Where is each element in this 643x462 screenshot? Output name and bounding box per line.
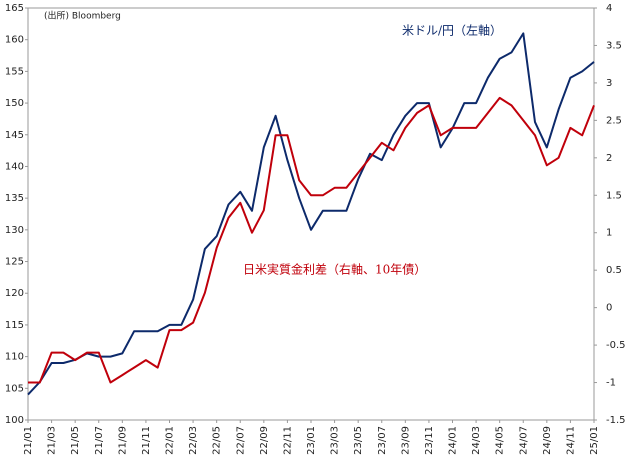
x-tick-label: 22/01 — [165, 426, 176, 455]
y-tick-label: 115 — [5, 320, 24, 331]
x-tick-label: 21/07 — [94, 426, 105, 455]
y-tick-label: 125 — [5, 257, 24, 268]
y-tick-label: 160 — [5, 35, 24, 46]
y-tick-label: 130 — [5, 225, 24, 236]
x-tick-label: 23/07 — [377, 426, 388, 455]
y2-tick-label: 1 — [606, 228, 612, 239]
y-tick-label: 140 — [5, 161, 24, 172]
y2-tick-label: 4 — [606, 3, 612, 14]
x-tick-label: 23/01 — [306, 426, 317, 455]
x-tick-label: 22/11 — [282, 426, 293, 455]
x-tick-label: 24/01 — [448, 426, 459, 455]
series-label: 米ドル/円（左軸） — [402, 23, 502, 38]
series-line — [28, 96, 595, 384]
y-tick-label: 105 — [5, 383, 24, 394]
series-label: 日米実質金利差（右軸、10年債） — [243, 262, 426, 277]
y2-tick-label: -0.5 — [606, 340, 626, 351]
y-tick-label: 135 — [5, 193, 24, 204]
x-tick-label: 21/09 — [117, 426, 128, 455]
y-tick-label: 100 — [5, 415, 24, 426]
y2-tick-label: 1.5 — [606, 190, 622, 201]
x-tick-label: 24/09 — [542, 426, 553, 455]
x-tick-label: 22/07 — [235, 426, 246, 455]
y-tick-label: 150 — [5, 98, 24, 109]
y-tick-label: 110 — [5, 352, 24, 363]
x-tick-label: 23/09 — [400, 426, 411, 455]
x-tick-label: 21/03 — [47, 426, 58, 455]
x-tick-label: 22/05 — [212, 426, 223, 455]
y2-tick-label: 3 — [606, 78, 612, 89]
x-tick-label: 24/03 — [471, 426, 482, 455]
plot-frame — [27, 7, 595, 421]
x-tick-label: 23/11 — [424, 426, 435, 455]
y-tick-label: 120 — [5, 288, 24, 299]
x-tick-label: 22/09 — [259, 426, 270, 455]
y2-tick-label: 2 — [606, 153, 612, 164]
x-tick-label: 24/05 — [495, 426, 506, 455]
y-tick-label: 165 — [5, 3, 24, 14]
x-tick-label: 21/05 — [70, 426, 81, 455]
y2-tick-label: -1 — [606, 378, 616, 389]
y2-tick-label: 3.5 — [606, 40, 622, 51]
x-tick-label: 23/05 — [353, 426, 364, 455]
x-tick-label: 21/01 — [23, 426, 34, 455]
y-tick-label: 145 — [5, 130, 24, 141]
x-tick-label: 24/11 — [565, 426, 576, 455]
y2-tick-label: -1.5 — [606, 415, 626, 426]
y2-tick-label: 0 — [606, 303, 612, 314]
y-tick-label: 155 — [5, 66, 24, 77]
x-tick-label: 22/03 — [188, 426, 199, 455]
x-tick-label: 23/03 — [330, 426, 341, 455]
series-line — [27, 32, 595, 396]
source-note: (出所) Bloomberg — [44, 10, 121, 22]
x-tick-label: 25/01 — [589, 426, 600, 455]
x-tick-label: 24/07 — [518, 426, 529, 455]
x-tick-label: 21/11 — [141, 426, 152, 455]
y2-tick-label: 2.5 — [606, 115, 622, 126]
y2-tick-label: 0.5 — [606, 265, 622, 276]
